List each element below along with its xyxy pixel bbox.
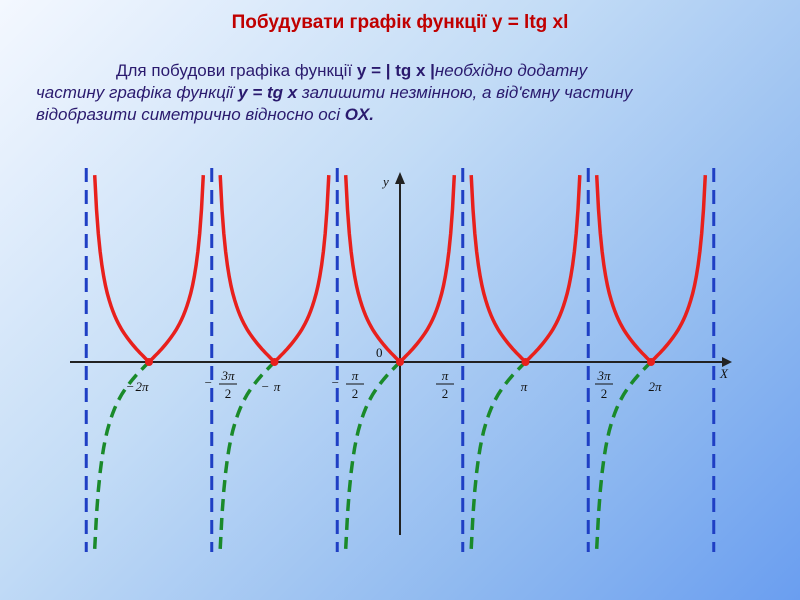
zero-point [270, 358, 279, 366]
zero-point [145, 358, 153, 366]
tick-label: 2π [648, 379, 662, 394]
tick-numerator: π [442, 368, 449, 383]
tick-denominator: 2 [225, 386, 232, 401]
text: необхідно додатну [434, 61, 588, 80]
negative-branch [343, 360, 402, 549]
tick-denominator: 2 [601, 386, 608, 401]
tick-label: π [521, 379, 528, 394]
origin-label: 0 [376, 345, 383, 360]
text: частину графіка функції [36, 83, 239, 102]
text: OX. [344, 105, 375, 124]
abs-tan-curve [469, 175, 582, 365]
abs-tan-curve [92, 175, 206, 365]
tick-label: π [274, 379, 281, 394]
zero-point [647, 358, 655, 366]
tick-denominator: 2 [442, 386, 449, 401]
tick-sign: − [205, 375, 212, 390]
negative-branch [469, 360, 527, 549]
y-label: y [381, 174, 389, 189]
title: Побудувати графік функції y = ltg xl [231, 12, 569, 33]
tick-numerator: π [352, 368, 359, 383]
text: відобразити симетрично відносно осі [36, 105, 345, 124]
negative-branch [92, 360, 151, 549]
text: залишити незмінною, а від'ємну частину [297, 83, 633, 102]
tick-numerator: 3π [220, 368, 235, 383]
negative-branch [218, 360, 276, 549]
tick-denominator: 2 [352, 386, 359, 401]
x-arrow [722, 357, 732, 367]
tick-sign: − [332, 375, 339, 390]
paragraph: Для побудови графіка функції y = | tg x … [36, 60, 776, 126]
abs-tan-curve [594, 175, 708, 365]
tick-sign: − [127, 379, 134, 394]
text: y = tg x [238, 83, 298, 102]
x-label: X [719, 366, 729, 381]
tick-label: 2π [135, 379, 149, 394]
zero-point [396, 358, 404, 366]
negative-branch [594, 360, 653, 549]
abs-tan-curve [218, 175, 331, 365]
zero-point [521, 358, 530, 366]
tick-numerator: 3π [596, 368, 611, 383]
text: y = | tg x | [356, 61, 435, 80]
tick-sign: − [262, 379, 269, 394]
text: Для побудови графіка функції [116, 61, 357, 80]
y-arrow [395, 172, 405, 184]
